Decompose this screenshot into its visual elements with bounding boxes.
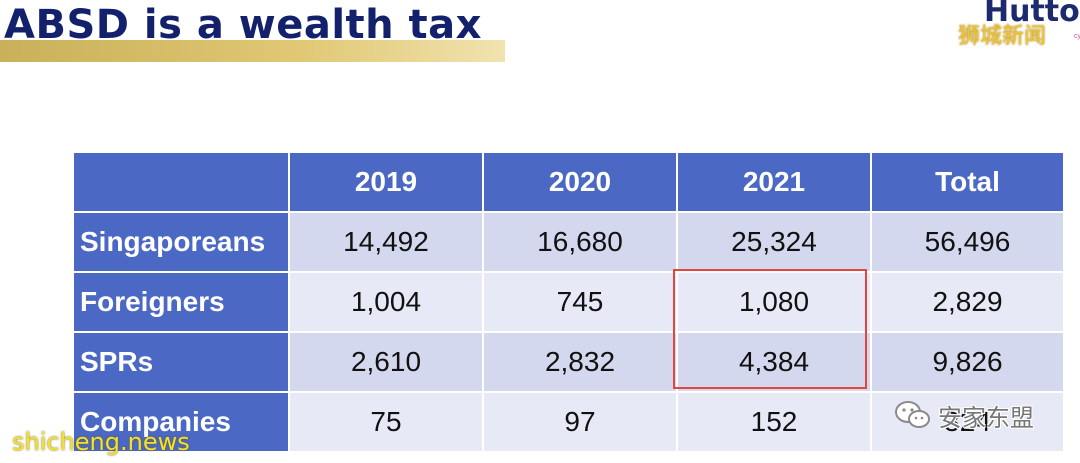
table-row: Foreigners 1,004 745 1,080 2,829: [72, 271, 1065, 333]
title-block: ABSD is a wealth tax: [0, 0, 505, 62]
logo-wordmark: Hutto: [984, 0, 1080, 29]
slide-title: ABSD is a wealth tax: [4, 2, 482, 48]
table-cell: 14,492: [288, 211, 484, 273]
wechat-icon: [894, 399, 932, 431]
row-label-sprs: SPRs: [72, 331, 290, 393]
table-cell: 2,829: [870, 271, 1065, 333]
title-underline-bar: [0, 40, 505, 62]
table-cell: 56,496: [870, 211, 1065, 273]
table-header-row: 2019 2020 2021 Total: [72, 151, 1065, 213]
row-label-companies: Companies: [72, 391, 290, 453]
channel-tag: 狮城新闻: [958, 24, 1047, 49]
header-cell-2021: 2021: [676, 151, 872, 213]
table-row: Companies 75 97 152 324: [72, 391, 1065, 453]
table-cell: 1,080: [676, 271, 872, 333]
table-row: Singaporeans 14,492 16,680 25,324 56,496: [72, 211, 1065, 273]
brand-logo: Hutto cy: [984, 0, 1080, 50]
watermark-anjia-text: 安家东盟: [938, 403, 1034, 432]
table-cell: 97: [482, 391, 678, 453]
table-cell: 2,610: [288, 331, 484, 393]
table-cell: 25,324: [676, 211, 872, 273]
table-cell: 152: [676, 391, 872, 453]
table-cell: 2,832: [482, 331, 678, 393]
header-cell-2020: 2020: [482, 151, 678, 213]
header-cell-corner: [72, 151, 290, 213]
header-cell-total: Total: [870, 151, 1065, 213]
watermark-shicheng: shicheng.news: [12, 428, 190, 456]
table-cell: 4,384: [676, 331, 872, 393]
table-cell: 9,826: [870, 331, 1065, 393]
row-label-foreigners: Foreigners: [72, 271, 290, 333]
row-label-singaporeans: Singaporeans: [72, 211, 290, 273]
absd-table: 2019 2020 2021 Total Singaporeans 14,492…: [72, 151, 1065, 453]
header-cell-2019: 2019: [288, 151, 484, 213]
table-cell: 75: [288, 391, 484, 453]
table-cell: 1,004: [288, 271, 484, 333]
watermark-anjia: 安家东盟: [894, 395, 1034, 435]
table-cell: 745: [482, 271, 678, 333]
table-row: SPRs 2,610 2,832 4,384 9,826: [72, 331, 1065, 393]
logo-subtext: cy: [1074, 33, 1080, 40]
table-cell: 16,680: [482, 211, 678, 273]
